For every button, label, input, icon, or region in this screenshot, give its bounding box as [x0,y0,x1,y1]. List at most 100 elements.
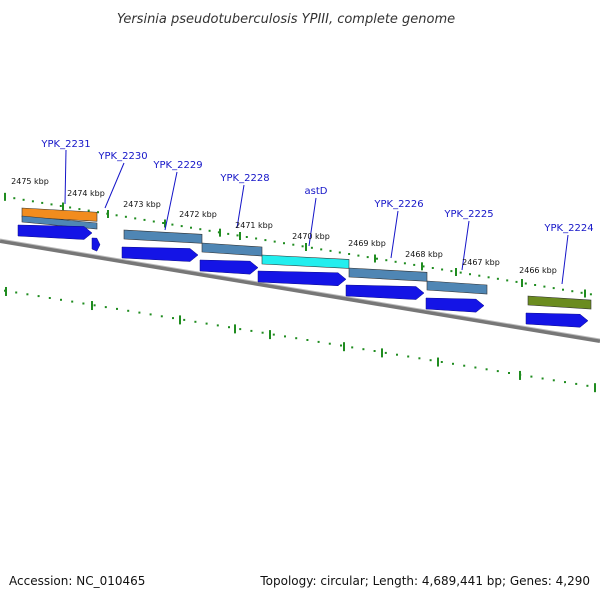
gene-feature-yp2226 [348,267,428,282]
gene-labels: YPK_2231 YPK_2230 YPK_2229 YPK_2228 astD YPK_… [40,139,594,285]
cds-arrow [345,284,425,300]
gene-label: YPK_2224 [543,223,593,234]
minor-tick [543,285,546,288]
minor-tick [506,279,509,282]
minor-tick [41,201,44,204]
gene-feature-astd [261,254,350,269]
accession-text: Accession: NC_010465 [9,574,145,588]
minor-tick [239,328,242,331]
minor-tick [338,251,341,254]
kbp-label: 2470 kbp [292,232,330,241]
minor-tick [362,348,365,351]
minor-tick [575,382,578,385]
kbp-label: 2474 kbp [67,189,105,198]
minor-tick [116,307,118,310]
map-title: Yersinia pseudotuberculosis YPIII, compl… [117,12,455,27]
minor-tick [450,270,453,273]
minor-tick [348,253,351,255]
minor-tick [228,326,230,329]
gene-label: YPK_2226 [373,199,423,210]
label-connector [64,149,67,205]
minor-tick [328,342,331,345]
minor-tick [329,249,332,252]
minor-tick [530,375,533,378]
minor-tick [69,206,72,209]
kbp-labels: 2475 kbp 2474 kbp 2473 kbp 2472 kbp 2471 kbp… [11,177,557,275]
minor-tick [440,361,443,363]
gene-features [21,207,592,310]
minor-tick [97,211,99,214]
minor-tick [320,248,323,251]
cds-arrow [121,246,199,262]
minor-tick [541,377,544,380]
minor-tick [469,273,471,276]
minor-tick [78,208,81,211]
minor-tick [351,346,354,349]
minor-tick [194,320,197,323]
kbp-label: 2466 kbp [519,266,557,275]
kbp-label: 2473 kbp [123,200,161,209]
minor-tick [261,331,264,334]
gene-feature-yp2224 [527,295,592,310]
kbp-label: 2475 kbp [11,177,49,186]
label-connector [236,184,245,229]
gene-label: YPK_2225 [443,209,493,220]
inner-tick-ring [4,286,596,393]
label-connector [461,220,470,271]
minor-tick [183,318,186,321]
minor-tick [431,267,434,269]
cds-arrow [525,312,589,328]
minor-tick [580,291,583,294]
cds-arrow [257,270,347,287]
minor-tick [562,288,564,291]
minor-tick [394,260,397,263]
label-connector [164,171,178,231]
cds-arrow [425,297,485,313]
minor-tick [524,282,527,285]
minor-tick [149,313,152,316]
cds-arrow [91,237,101,252]
minor-tick [589,293,592,296]
minor-tick [190,226,192,229]
minor-tick [306,339,309,341]
minor-tick [485,368,488,371]
minor-tick [463,364,466,367]
minor-tick [284,335,286,338]
minor-tick [376,257,378,260]
minor-tick [534,284,537,286]
minor-tick [71,300,74,303]
gene-feature-yp2228 [201,242,263,257]
minor-tick [429,359,432,362]
minor-tick [13,197,16,200]
minor-tick [459,271,462,274]
minor-tick [515,280,518,283]
cds-arrow [17,224,93,240]
minor-tick [50,203,53,206]
minor-tick [385,259,388,262]
minor-tick [180,225,183,228]
minor-tick [15,291,18,294]
label-connector [308,197,317,247]
minor-tick [127,309,130,312]
minor-tick [496,277,499,280]
minor-tick [93,304,96,307]
kbp-label: 2472 kbp [179,210,217,219]
minor-tick [245,236,248,238]
gene-label: YPK_2231 [40,139,90,150]
minor-tick [357,254,360,257]
minor-tick [152,220,155,223]
genome-summary-text: Topology: circular; Length: 4,689,441 bp… [259,574,590,588]
minor-tick [48,297,51,299]
minor-tick [564,381,566,384]
minor-tick [273,240,276,243]
minor-tick [340,344,342,347]
minor-tick [586,384,589,387]
outer-tick-ring [4,192,592,298]
minor-tick [217,231,220,234]
gene-feature-yp2230 [21,215,98,230]
minor-tick [160,315,163,318]
minor-tick [310,246,313,249]
gene-label: YPK_2228 [219,173,269,184]
gene-label: YPK_2229 [152,160,202,171]
minor-tick [171,223,174,226]
